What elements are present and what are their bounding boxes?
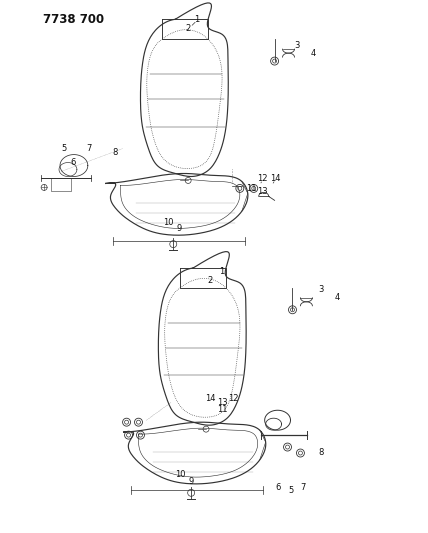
Text: 6: 6 [275,483,280,492]
Text: 14: 14 [205,394,215,403]
Text: 1: 1 [194,15,200,24]
Text: 6: 6 [70,158,76,167]
Text: 11: 11 [247,184,257,193]
Text: 8: 8 [318,448,324,457]
Text: 4: 4 [335,293,340,302]
Text: 8: 8 [112,148,117,157]
Text: 10: 10 [175,471,185,479]
Text: 13: 13 [257,187,268,196]
Text: 11: 11 [217,405,227,414]
Text: 2: 2 [208,277,213,286]
Text: 4: 4 [311,49,316,58]
Text: 10: 10 [163,218,173,227]
Text: 3: 3 [318,285,324,294]
Text: 5: 5 [288,486,293,495]
Text: 9: 9 [177,224,182,233]
Text: 12: 12 [228,394,238,403]
Text: 9: 9 [188,478,194,487]
Text: 2: 2 [186,24,191,33]
Text: 7: 7 [86,144,92,153]
Text: 12: 12 [257,174,268,183]
Text: 7: 7 [301,483,306,492]
Text: 5: 5 [61,144,67,153]
Text: 7738 700: 7738 700 [43,13,104,26]
Text: 3: 3 [295,41,300,50]
Text: 13: 13 [217,398,227,407]
Text: 14: 14 [270,174,281,183]
Text: 1: 1 [219,268,225,277]
